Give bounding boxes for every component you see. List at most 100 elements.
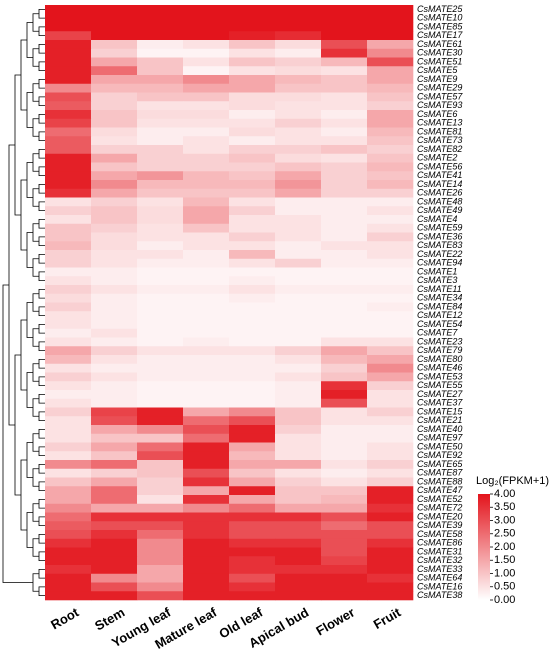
heatmap-cell: [229, 355, 276, 365]
heatmap-cell: [137, 328, 184, 338]
heatmap-cell: [91, 197, 138, 207]
heatmap-cell: [321, 547, 368, 557]
heatmap-cell: [229, 232, 276, 242]
heatmap-cell: [137, 75, 184, 85]
heatmap-cell: [367, 145, 414, 155]
heatmap-cell: [275, 145, 322, 155]
heatmap-cell: [321, 75, 368, 85]
heatmap-cell: [229, 433, 276, 443]
heatmap-cell: [275, 460, 322, 470]
row-label: CsMATE10: [417, 13, 462, 23]
heatmap-cell: [321, 573, 368, 583]
heatmap-cell: [229, 31, 276, 41]
heatmap-cell: [91, 302, 138, 312]
heatmap-cell: [229, 442, 276, 452]
heatmap-cell: [183, 83, 230, 93]
heatmap-cell: [275, 486, 322, 496]
heatmap-cell: [321, 372, 368, 382]
row-label: CsMATE21: [417, 415, 462, 425]
heatmap-cell: [137, 302, 184, 312]
heatmap-cell: [183, 153, 230, 163]
heatmap-cell: [91, 355, 138, 365]
heatmap-cell: [229, 416, 276, 426]
heatmap-cell: [321, 180, 368, 190]
heatmap-cell: [183, 40, 230, 50]
row-label: CsMATE80: [417, 354, 462, 364]
heatmap-cell: [137, 267, 184, 277]
heatmap-cell: [229, 66, 276, 76]
heatmap-cell: [183, 328, 230, 338]
dendrogram-branch: [32, 13, 39, 32]
row-label: CsMATE5: [417, 65, 458, 75]
heatmap-cell: [367, 390, 414, 400]
heatmap-cell: [45, 398, 92, 408]
heatmap-cell: [275, 206, 322, 216]
heatmap-cell: [91, 398, 138, 408]
heatmap-cell: [275, 66, 322, 76]
heatmap-cell: [91, 565, 138, 575]
heatmap-cell: [229, 171, 276, 181]
dendrogram-branch: [38, 376, 45, 387]
row-label: CsMATE97: [417, 433, 463, 443]
heatmap-cell: [183, 302, 230, 312]
heatmap-cell: [91, 442, 138, 452]
heatmap-cell: [275, 328, 322, 338]
colorbar-tick-label: 4.00: [494, 488, 515, 500]
heatmap-cell: [321, 477, 368, 487]
row-label: CsMATE86: [417, 538, 462, 548]
heatmap-cell: [183, 425, 230, 435]
row-label: CsMATE84: [417, 301, 462, 311]
dendrogram-branch: [38, 393, 45, 404]
heatmap-cell: [367, 433, 414, 443]
row-label: CsMATE88: [417, 476, 462, 486]
heatmap-cell: [321, 486, 368, 496]
heatmap-cell: [45, 556, 92, 566]
row-label: CsMATE34: [417, 293, 462, 303]
heatmap-cell: [367, 22, 414, 32]
heatmap-cell: [321, 110, 368, 120]
heatmap-cell: [91, 48, 138, 58]
heatmap-cell: [137, 355, 184, 365]
dendrogram-branch: [38, 96, 45, 107]
heatmap-cell: [45, 57, 92, 67]
heatmap-cell: [275, 75, 322, 85]
heatmap-cell: [367, 118, 414, 128]
heatmap-cell: [275, 250, 322, 260]
heatmap-cell: [183, 162, 230, 172]
heatmap-cell: [183, 538, 230, 548]
heatmap-cell: [229, 206, 276, 216]
heatmap-cell: [137, 591, 184, 601]
heatmap-cell: [45, 591, 92, 601]
row-label: CsMATE50: [417, 441, 462, 451]
heatmap-cell: [367, 503, 414, 513]
heatmap-cell: [91, 538, 138, 548]
heatmap-cell: [183, 57, 230, 67]
heatmap-cell: [367, 31, 414, 41]
dendrogram-branch: [14, 74, 21, 216]
heatmap-cell: [275, 521, 322, 531]
heatmap-cell: [321, 355, 368, 365]
heatmap-cell: [275, 538, 322, 548]
heatmap-cell: [183, 197, 230, 207]
heatmap-cell: [91, 40, 138, 50]
heatmap-cell: [91, 180, 138, 190]
colorbar-tick-label: 0.50: [494, 581, 515, 593]
heatmap-cell: [229, 547, 276, 557]
heatmap-cell: [45, 346, 92, 356]
dendrogram-branch: [26, 442, 33, 478]
dendrogram-branch: [14, 354, 21, 496]
heatmap-cell: [367, 83, 414, 93]
heatmap-cell: [183, 258, 230, 268]
heatmap-cell: [275, 197, 322, 207]
heatmap-cell: [275, 390, 322, 400]
heatmap-cell: [229, 83, 276, 93]
heatmap-cell: [367, 591, 414, 601]
heatmap-cell: [321, 31, 368, 41]
heatmap-cell: [367, 66, 414, 76]
heatmap-cell: [275, 241, 322, 251]
heatmap-cell: [137, 22, 184, 32]
heatmap-cell: [275, 101, 322, 111]
heatmap-cell: [137, 547, 184, 557]
row-label: CsMATE12: [417, 310, 462, 320]
dendrogram-branch: [32, 573, 39, 592]
